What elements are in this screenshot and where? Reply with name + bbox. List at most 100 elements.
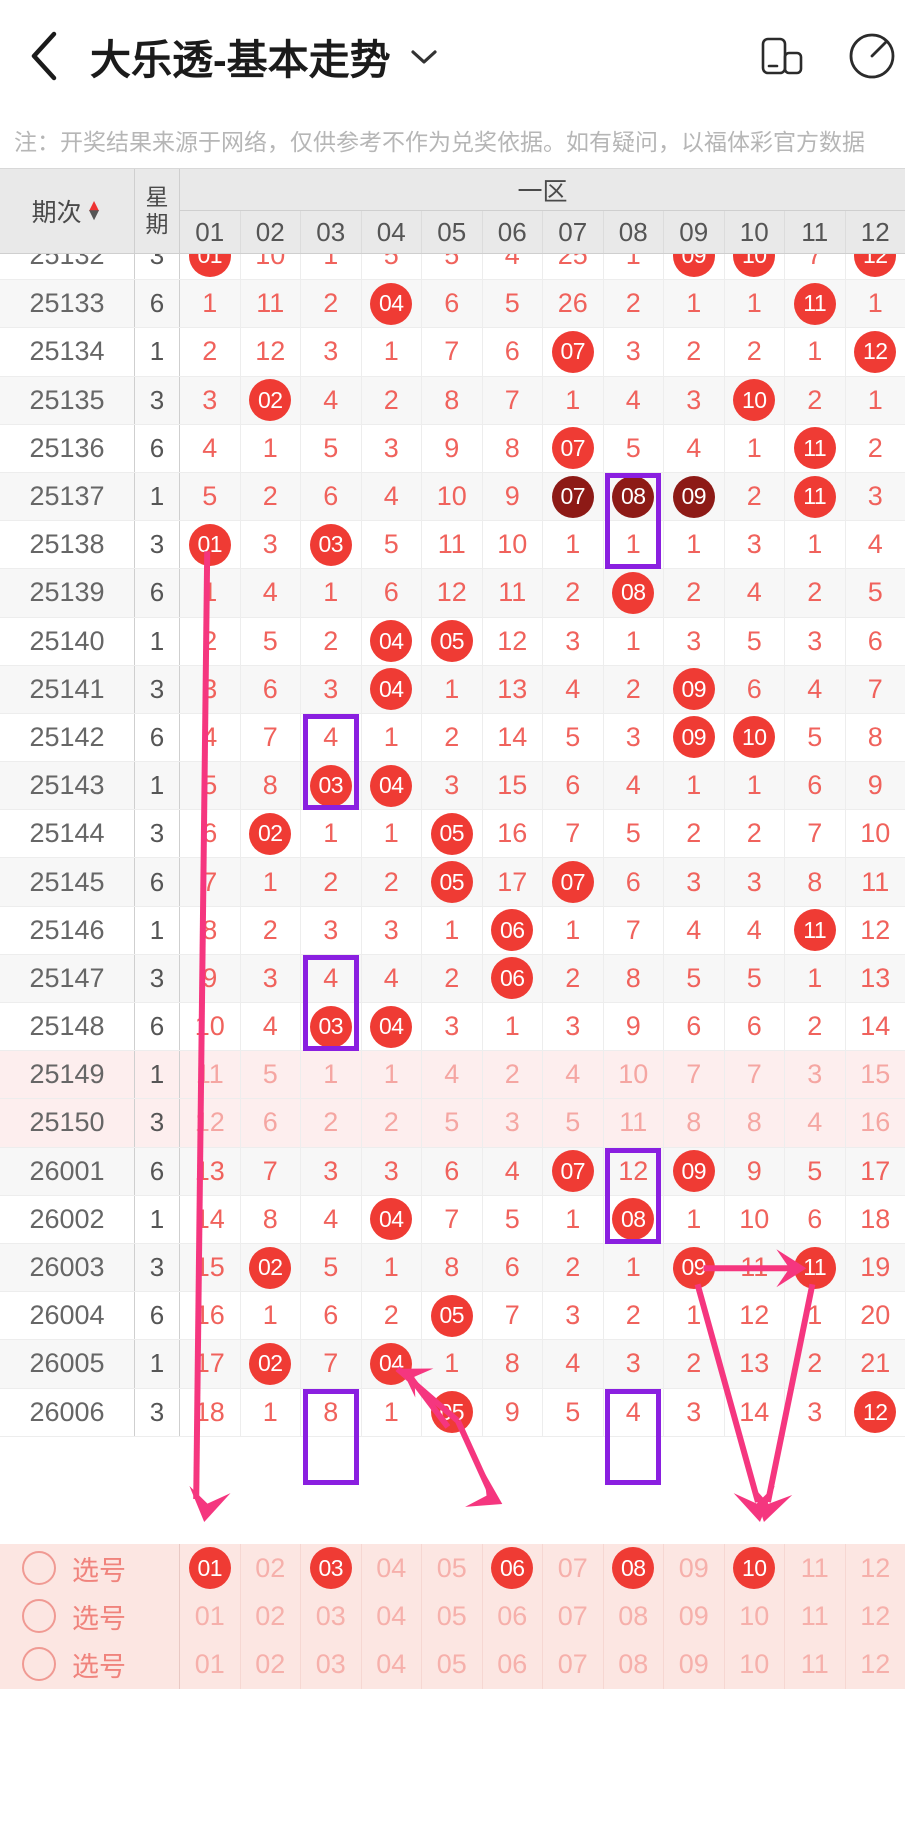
miss-count-cell[interactable]: 11	[422, 521, 483, 569]
miss-count-cell[interactable]: 2	[362, 376, 422, 424]
miss-count-cell[interactable]: 17	[860, 1155, 891, 1186]
miss-count-cell[interactable]: 1	[604, 1243, 664, 1292]
miss-count-cell[interactable]: 2	[664, 569, 725, 617]
miss-count-cell[interactable]: 12	[241, 328, 301, 376]
miss-count-cell[interactable]: 3	[785, 617, 846, 665]
miss-count-cell[interactable]: 6	[301, 472, 362, 521]
pick-number-cell[interactable]: 04	[362, 1640, 422, 1689]
miss-count-cell[interactable]: 8	[422, 376, 483, 424]
miss-count-cell[interactable]: 7	[180, 858, 241, 906]
miss-count-cell[interactable]: 1	[725, 280, 785, 328]
miss-count-cell[interactable]: 2	[725, 328, 785, 376]
miss-count-cell[interactable]: 8	[241, 762, 301, 810]
miss-count-cell[interactable]: 6	[483, 1243, 543, 1292]
miss-count-cell[interactable]: 3	[301, 1147, 362, 1195]
header-number-02[interactable]: 02	[241, 211, 301, 253]
miss-count-cell[interactable]: 6	[301, 1292, 362, 1340]
miss-count-cell[interactable]: 3	[241, 521, 301, 569]
miss-count-cell[interactable]: 6	[483, 328, 543, 376]
drawn-number-cell[interactable]: 11	[785, 472, 846, 521]
miss-count-cell[interactable]: 10	[860, 818, 891, 849]
table-row[interactable]: 25140 1 2 5 2 04 05 12 3 1 3 5 3 6	[0, 617, 905, 666]
drawn-number-cell[interactable]: 06	[483, 954, 543, 1002]
miss-count-cell[interactable]: 4	[241, 1003, 301, 1051]
miss-count-cell[interactable]: 2	[785, 376, 846, 424]
drawn-number-cell[interactable]: 09	[664, 665, 725, 713]
miss-count-cell[interactable]: 8	[301, 1388, 362, 1436]
table-row[interactable]: 25148 6 10 4 03 04 3 1 3 9 6 6 2 14	[0, 1003, 905, 1052]
miss-count-cell[interactable]: 5	[543, 1388, 604, 1436]
miss-count-cell[interactable]: 3	[867, 481, 883, 512]
pick-number-cell[interactable]: 02	[241, 1592, 301, 1641]
miss-count-cell[interactable]: 1	[362, 1388, 422, 1436]
miss-count-cell[interactable]: 7	[867, 673, 883, 704]
miss-count-cell[interactable]: 5	[543, 713, 604, 762]
pick-number-cell[interactable]: 12	[860, 1600, 891, 1631]
miss-count-cell[interactable]: 6	[785, 762, 846, 810]
miss-count-cell[interactable]: 2	[422, 954, 483, 1002]
miss-count-cell[interactable]: 16	[483, 810, 543, 858]
header-number-03[interactable]: 03	[301, 211, 362, 253]
header-number-05[interactable]: 05	[422, 211, 483, 253]
drawn-number-cell[interactable]: 07	[543, 424, 604, 472]
miss-count-cell[interactable]: 5	[301, 1243, 362, 1292]
miss-count-cell[interactable]: 16	[180, 1292, 241, 1340]
miss-count-cell[interactable]: 4	[543, 1340, 604, 1388]
drawn-number-cell[interactable]: 12	[846, 254, 905, 279]
miss-count-cell[interactable]: 15	[180, 1243, 241, 1292]
table-row[interactable]: 25147 3 9 3 4 4 2 06 2 8 5 5 1 13	[0, 954, 905, 1003]
pick-row[interactable]: 选号 01 02 03 04 05 06 07 08 09 10 11 12	[0, 1544, 905, 1593]
table-row[interactable]: 25138 3 01 3 03 5 11 10 1 1 1 3 1 4	[0, 521, 905, 570]
drawn-number-cell[interactable]: 09	[664, 472, 725, 521]
miss-count-cell[interactable]: 1	[362, 810, 422, 858]
miss-count-cell[interactable]: 5	[180, 472, 241, 521]
pick-number-cell[interactable]: 07	[543, 1640, 604, 1689]
table-row[interactable]: 25146 1 8 2 3 3 1 06 1 7 4 4 11 12	[0, 906, 905, 955]
miss-count-cell[interactable]: 5	[664, 954, 725, 1002]
miss-count-cell[interactable]: 5	[785, 1147, 846, 1195]
miss-count-cell[interactable]: 5	[422, 1099, 483, 1147]
miss-count-cell[interactable]: 2	[543, 1243, 604, 1292]
miss-count-cell[interactable]: 4	[301, 954, 362, 1002]
miss-count-cell[interactable]: 4	[785, 665, 846, 713]
miss-count-cell[interactable]: 4	[664, 424, 725, 472]
drawn-number-cell[interactable]: 09	[664, 1147, 725, 1195]
drawn-number-cell[interactable]: 04	[362, 1340, 422, 1388]
drawn-number-cell[interactable]: 04	[362, 762, 422, 810]
table-row[interactable]: 26001 6 13 7 3 3 6 4 07 12 09 9 5 17	[0, 1147, 905, 1196]
pick-row[interactable]: 选号 01 02 03 04 05 06 07 08 09 10 11 12	[0, 1640, 905, 1689]
miss-count-cell[interactable]: 1	[301, 1051, 362, 1099]
table-row[interactable]: 25141 3 3 6 3 04 1 13 4 2 09 6 4 7	[0, 665, 905, 714]
miss-count-cell[interactable]: 9	[483, 472, 543, 521]
miss-count-cell[interactable]: 1	[180, 280, 241, 328]
miss-count-cell[interactable]: 3	[785, 1051, 846, 1099]
table-row[interactable]: 25139 6 1 4 1 6 12 11 2 08 2 4 2 5	[0, 569, 905, 618]
miss-count-cell[interactable]: 2	[362, 1292, 422, 1340]
miss-count-cell[interactable]: 4	[604, 376, 664, 424]
miss-count-cell[interactable]: 4	[867, 529, 883, 560]
table-row[interactable]: 25143 1 5 8 03 04 3 15 6 4 1 1 6 9	[0, 762, 905, 811]
drawn-number-cell[interactable]: 05	[422, 858, 483, 906]
miss-count-cell[interactable]: 3	[725, 521, 785, 569]
pick-number-cell[interactable]: 10	[725, 1544, 785, 1593]
pick-number-cell[interactable]: 01	[180, 1592, 241, 1641]
miss-count-cell[interactable]: 10	[725, 1195, 785, 1243]
drawn-number-cell[interactable]: 02	[241, 1340, 301, 1388]
miss-count-cell[interactable]: 7	[604, 906, 664, 954]
drawn-number-cell[interactable]: 03	[301, 521, 362, 569]
table-row[interactable]: 25144 3 6 02 1 1 05 16 7 5 2 2 7 10	[0, 810, 905, 859]
pick-number-cell[interactable]: 05	[422, 1544, 483, 1593]
pick-number-cell[interactable]: 08	[604, 1544, 664, 1593]
miss-count-cell[interactable]: 1	[867, 384, 883, 415]
pick-number-cell[interactable]: 07	[543, 1544, 604, 1593]
miss-count-cell[interactable]: 1	[543, 906, 604, 954]
miss-count-cell[interactable]: 1	[422, 1340, 483, 1388]
drawn-number-cell[interactable]: 11	[785, 280, 846, 328]
miss-count-cell[interactable]: 4	[422, 1051, 483, 1099]
pick-number-cell[interactable]: 01	[180, 1640, 241, 1689]
miss-count-cell[interactable]: 6	[664, 1003, 725, 1051]
table-row[interactable]: 25136 6 4 1 5 3 9 8 07 5 4 1 11 2	[0, 424, 905, 473]
miss-count-cell[interactable]: 14	[725, 1388, 785, 1436]
miss-count-cell[interactable]: 5	[785, 713, 846, 762]
miss-count-cell[interactable]: 2	[604, 280, 664, 328]
